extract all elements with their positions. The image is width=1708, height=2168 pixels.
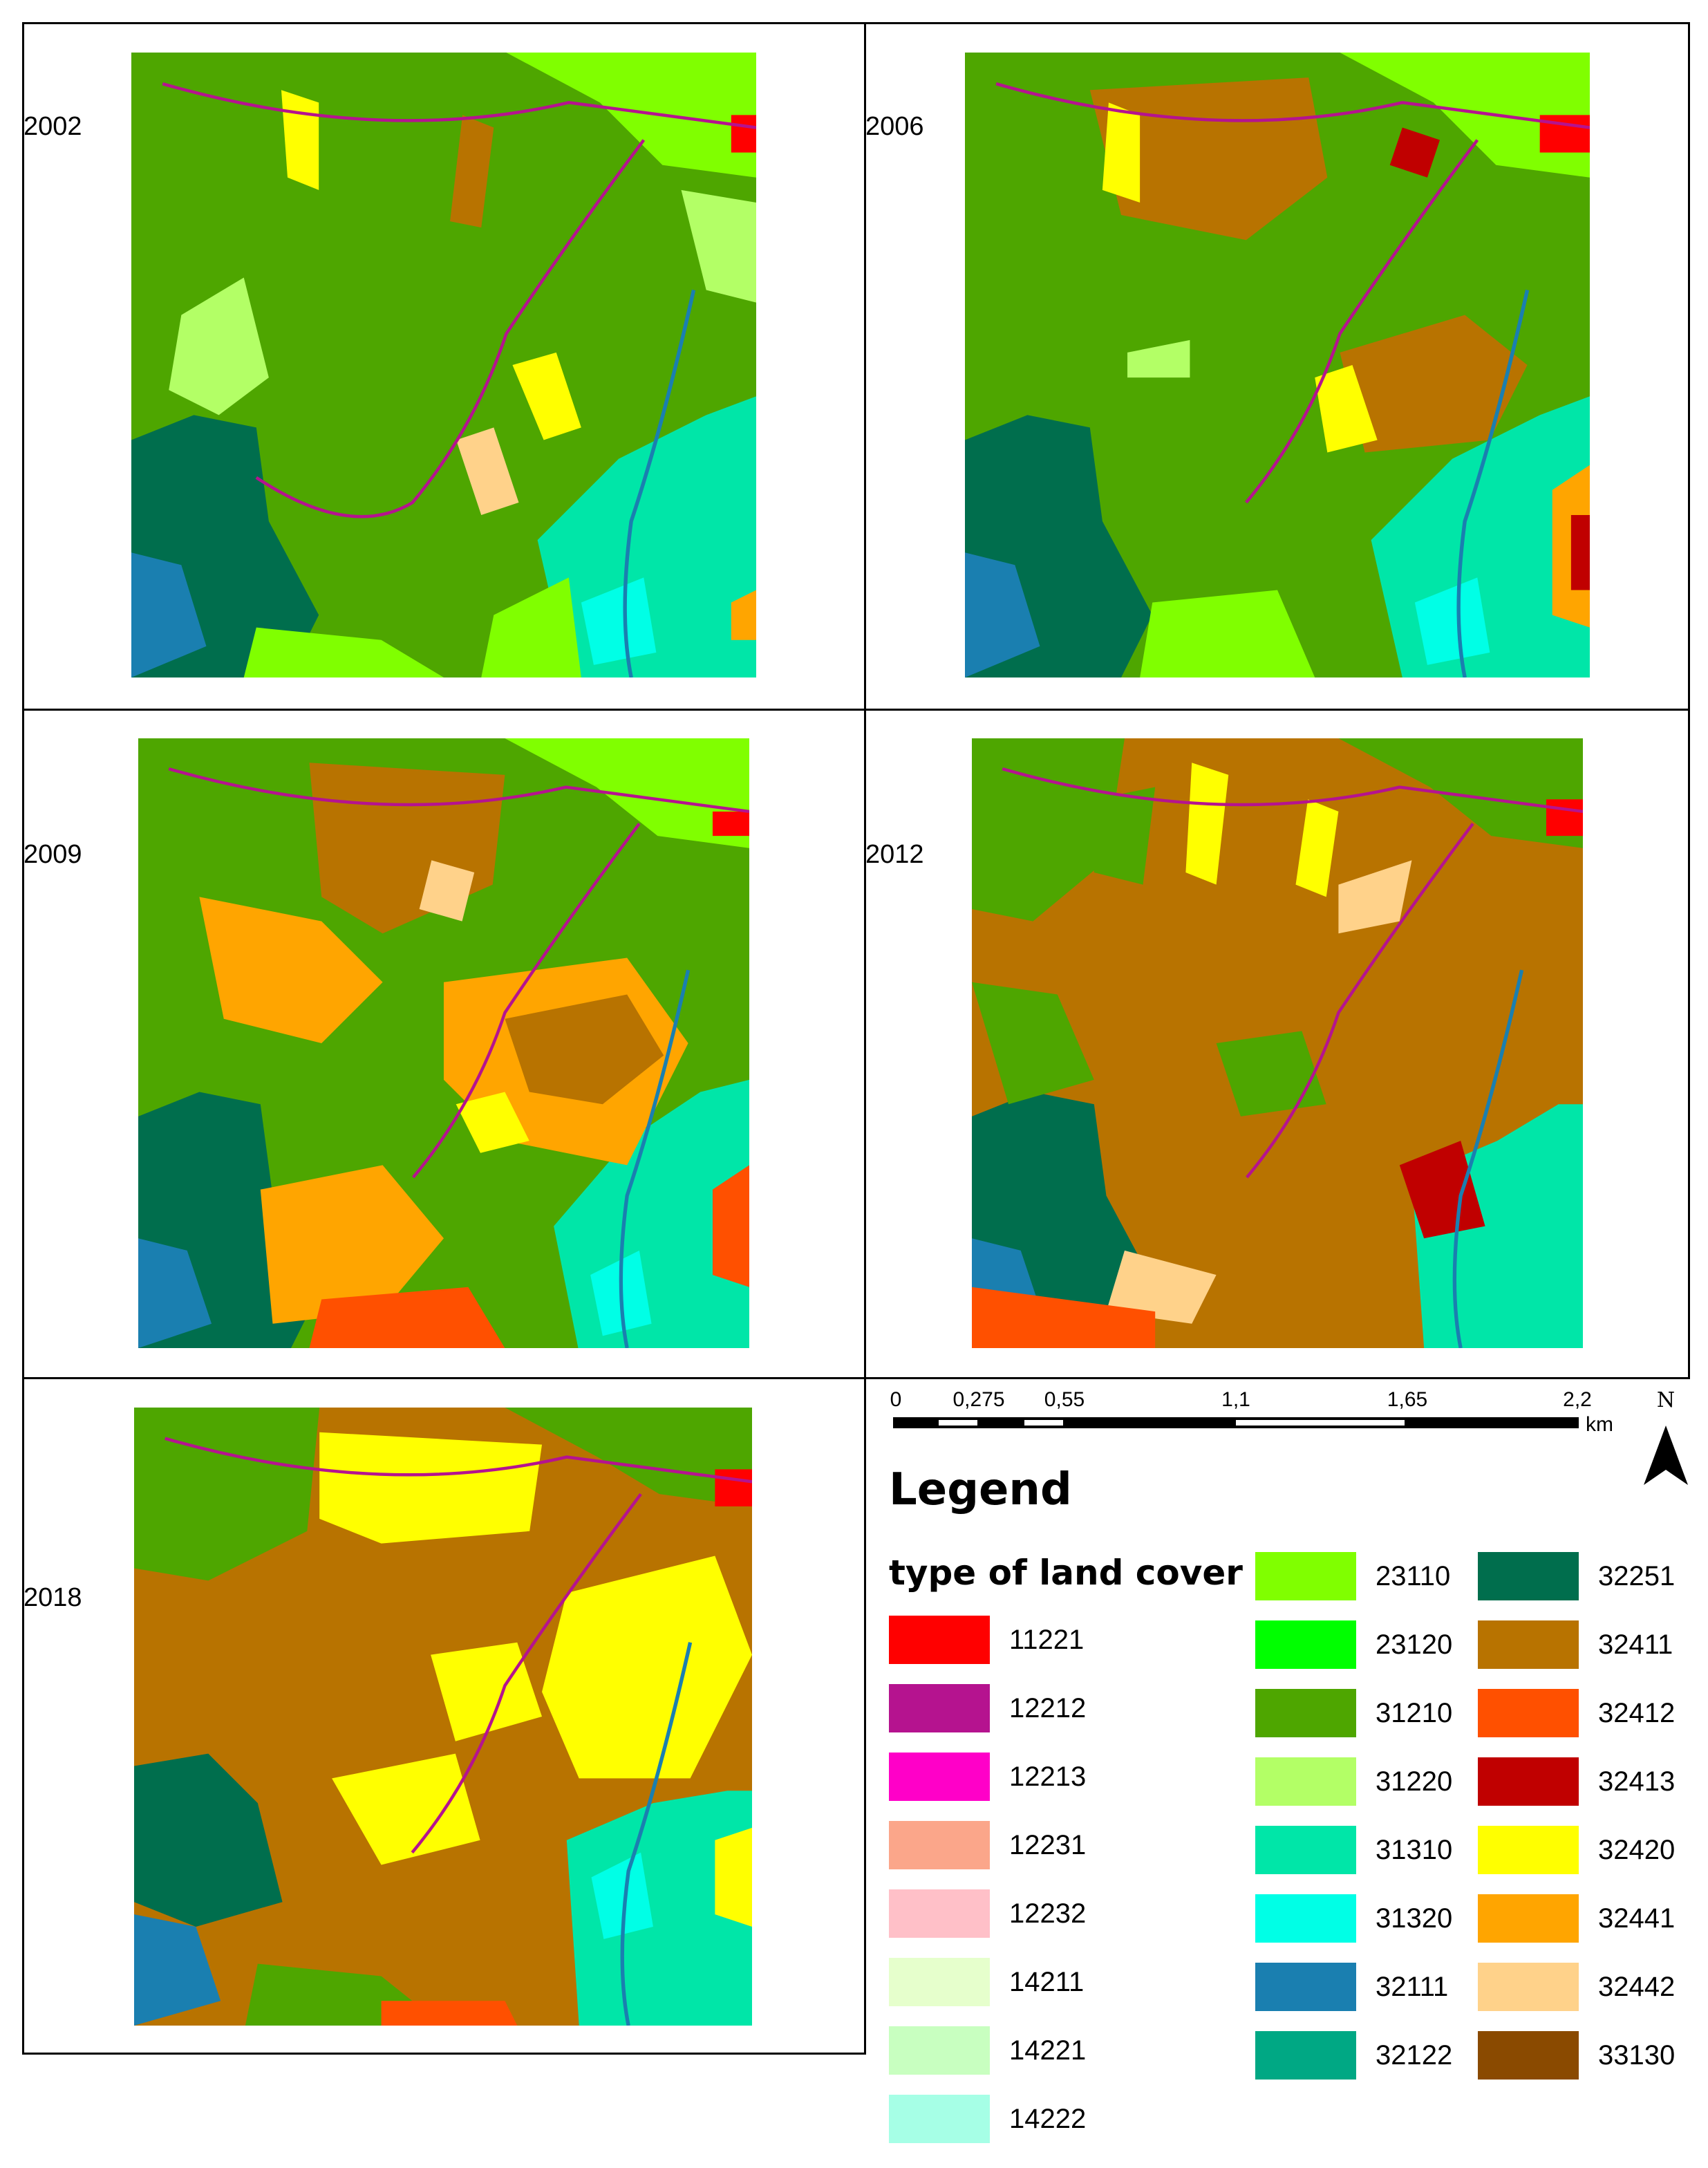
legend-swatch [1478,1689,1579,1737]
legend-item-23120: 23120 [1255,1620,1452,1670]
scale-label-22: 2,2 [1563,1388,1592,1411]
legend-code: 32411 [1598,1629,1673,1660]
legend-code: 12212 [1009,1692,1087,1723]
legend-swatch [1255,1620,1356,1669]
legend-swatch [1255,1894,1356,1943]
legend-item-32442: 32442 [1478,1962,1675,2012]
legend-item-32411: 32411 [1478,1620,1673,1670]
legend-item-14211: 14211 [889,1957,1084,2007]
year-label-2018: 2018 [24,1583,82,1612]
scale-bar-segment [1024,1420,1063,1426]
year-label-2009: 2009 [24,840,82,869]
legend-item-14221: 14221 [889,2026,1086,2075]
legend-code: 31220 [1376,1766,1453,1797]
legend-code: 12232 [1009,1898,1087,1929]
legend-item-14222: 14222 [889,2094,1086,2144]
legend-code: 32122 [1376,2039,1453,2071]
legend-item-31210: 31210 [1255,1688,1452,1738]
scale-label-11: 1,1 [1221,1388,1250,1411]
legend-swatch [1255,1552,1356,1600]
legend-swatch [1478,1826,1579,1874]
scale-label-0275: 0,275 [952,1388,1005,1411]
legend-item-32122: 32122 [1255,2030,1452,2080]
legend-code: 32251 [1598,1560,1676,1591]
legend-item-23110: 23110 [1255,1551,1450,1601]
legend-item-12231: 12231 [889,1820,1086,1870]
legend-swatch [1478,1757,1579,1806]
year-label-2002: 2002 [24,112,82,141]
legend-code: 23110 [1376,1560,1451,1591]
legend-swatch [1478,2031,1579,2080]
legend-item-31310: 31310 [1255,1825,1452,1875]
land-cover-map-2009 [138,738,749,1348]
legend-code: 12231 [1009,1829,1087,1860]
legend-code: 14211 [1009,1966,1085,1997]
legend-swatch [889,2026,990,2075]
legend-swatch [1255,1757,1356,1806]
year-label-2012: 2012 [865,840,924,869]
legend-swatch [1478,1620,1579,1669]
legend-code: 32111 [1376,1971,1449,2002]
legend-item-32420: 32420 [1478,1825,1675,1875]
scale-bar-segment [939,1420,977,1426]
legend-code: 12213 [1009,1761,1087,1792]
legend-code: 32413 [1598,1766,1676,1797]
legend-item-12212: 12212 [889,1683,1086,1733]
legend-swatch [889,1753,990,1801]
legend-code: 31320 [1376,1903,1453,1934]
scale-bar-segment [1236,1420,1405,1426]
legend-item-31220: 31220 [1255,1757,1452,1806]
legend-swatch [889,1616,990,1664]
legend-swatch [1255,2031,1356,2080]
legend-item-32413: 32413 [1478,1757,1675,1806]
legend-code: 14222 [1009,2103,1087,2134]
legend-title: Legend [889,1464,1072,1515]
legend-item-32251: 32251 [1478,1551,1675,1601]
north-arrow-icon [1644,1426,1688,1485]
scale-bar [893,1417,1579,1428]
legend-code: 31210 [1376,1697,1453,1728]
legend-swatch [889,2095,990,2143]
north-label: N [1656,1388,1676,1412]
legend-swatch [889,1821,990,1869]
legend-code: 31310 [1376,1834,1453,1865]
legend-code: 23120 [1376,1629,1453,1660]
legend-swatch [889,1958,990,2006]
legend-item-32441: 32441 [1478,1894,1675,1943]
legend-swatch [889,1889,990,1938]
legend-swatch [1478,1894,1579,1943]
legend-code: 11221 [1009,1624,1085,1655]
scale-label-0: 0 [890,1388,902,1411]
land-cover-map-2002 [131,53,756,678]
legend-swatch [1478,1963,1579,2011]
scale-unit: km [1586,1413,1613,1436]
legend-code: 32420 [1598,1834,1676,1865]
legend-swatch [889,1684,990,1732]
legend-item-32412: 32412 [1478,1688,1675,1738]
legend-swatch [1255,1826,1356,1874]
legend-item-33130: 33130 [1478,2030,1675,2080]
land-cover-map-2012 [972,738,1583,1348]
legend-swatch [1255,1689,1356,1737]
legend-code: 14221 [1009,2035,1087,2066]
legend-item-12213: 12213 [889,1752,1086,1802]
legend-item-32111: 32111 [1255,1962,1448,2012]
legend-swatch [1478,1552,1579,1600]
legend-code: 32412 [1598,1697,1676,1728]
legend-code: 33130 [1598,2039,1676,2071]
legend-code: 32442 [1598,1971,1676,2002]
year-label-2006: 2006 [865,112,924,141]
scale-label-055: 0,55 [1044,1388,1085,1411]
legend-item-12232: 12232 [889,1889,1086,1938]
legend-subtitle: type of land cover [889,1553,1243,1593]
land-cover-map-2018 [134,1408,752,2026]
land-cover-map-2006 [965,53,1590,678]
legend-item-11221: 11221 [889,1615,1084,1665]
scale-label-165: 1,65 [1387,1388,1428,1411]
legend-item-31320: 31320 [1255,1894,1452,1943]
legend-swatch [1255,1963,1356,2011]
legend-code: 32441 [1598,1903,1676,1934]
